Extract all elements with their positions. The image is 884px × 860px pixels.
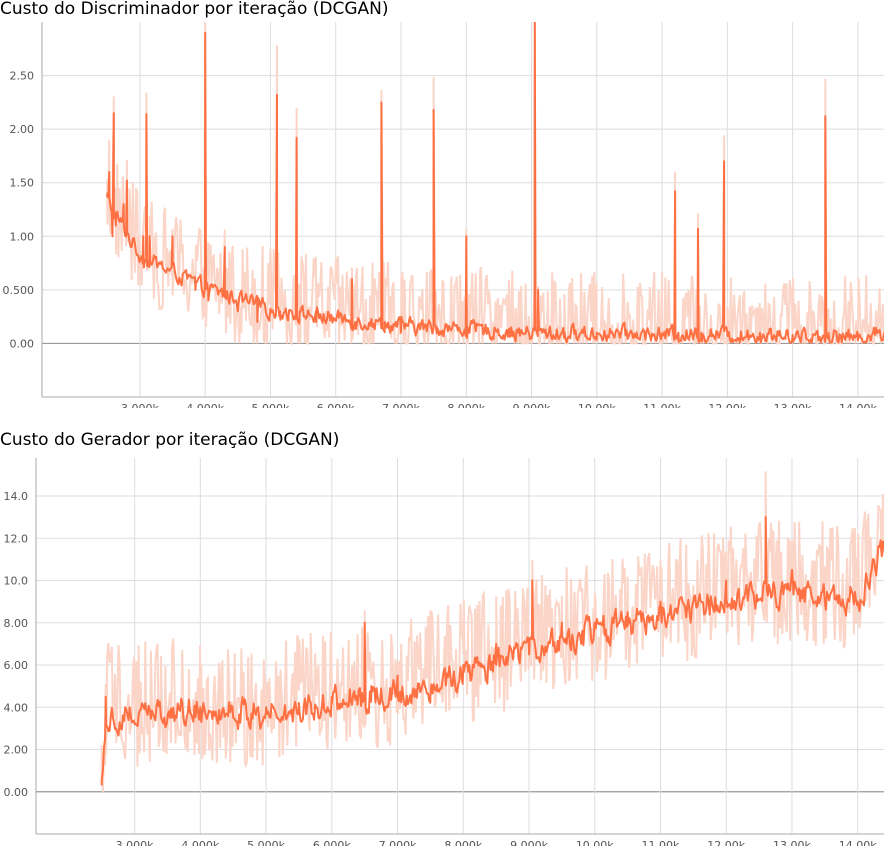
y-tick-label: 14.0	[4, 490, 29, 503]
chart-title-generator: Custo do Gerador por iteração (DCGAN)	[0, 430, 340, 450]
y-tick-label: 4.00	[4, 701, 29, 714]
raw-series-line	[106, 22, 884, 347]
y-tick-label: 6.00	[4, 659, 29, 672]
y-tick-label: 0.500	[3, 284, 35, 297]
x-tick-label: 12.00k	[708, 402, 746, 408]
x-tick-label: 9.000k	[513, 402, 551, 408]
x-tick-label: 11.00k	[643, 402, 681, 408]
y-tick-label: 2.00	[10, 123, 35, 136]
y-tick-label: 1.50	[10, 177, 35, 190]
x-tick-label: 8.000k	[444, 839, 482, 846]
y-tick-label: 2.00	[4, 744, 29, 757]
x-tick-label: 7.000k	[379, 839, 417, 846]
y-tick-label: 1.00	[10, 230, 35, 243]
x-tick-label: 3.000k	[121, 402, 159, 408]
x-tick-label: 7.000k	[382, 402, 420, 408]
x-tick-label: 10.00k	[576, 839, 614, 846]
generator-loss-chart: 0.00 2.00 4.00 6.00 8.00 10.0 12.0 14.0 3.000k 4.…	[4, 458, 884, 846]
y-tick-label: 0.00	[10, 337, 35, 350]
x-tick-label: 13.00k	[774, 402, 812, 408]
smoothed-series-line	[106, 22, 884, 344]
x-tick-label: 10.00k	[578, 402, 616, 408]
x-tick-label: 4.000k	[186, 402, 224, 408]
x-tick-label: 14.00k	[839, 402, 877, 408]
y-tick-label: 0.00	[4, 786, 29, 799]
x-tick-label: 5.000k	[247, 839, 285, 846]
chart-title-discriminator: Custo do Discriminador por iteração (DCG…	[0, 0, 389, 19]
x-tick-label: 14.00k	[839, 839, 877, 846]
smoothed-series-line	[100, 516, 884, 786]
x-tick-label: 12.00k	[707, 839, 745, 846]
y-tick-label: 8.00	[4, 617, 29, 630]
x-tick-label: 4.000k	[181, 839, 219, 846]
x-tick-label: 3.000k	[116, 839, 154, 846]
y-tick-label: 12.0	[4, 532, 29, 545]
y-tick-label: 2.50	[10, 70, 35, 83]
x-tick-label: 9.000k	[510, 839, 548, 846]
x-tick-label: 11.00k	[642, 839, 680, 846]
series-end-marker	[879, 540, 884, 549]
x-tick-label: 13.00k	[773, 839, 811, 846]
x-tick-label: 5.000k	[252, 402, 290, 408]
x-tick-label: 8.000k	[447, 402, 485, 408]
raw-series-line	[100, 471, 884, 792]
x-tick-label: 6.000k	[313, 839, 351, 846]
y-tick-label: 10.0	[4, 575, 29, 588]
discriminator-loss-chart: 0.00 0.500 1.00 1.50 2.00 2.50 3.000k 4.000k 5.0…	[3, 22, 884, 408]
x-tick-label: 6.000k	[317, 402, 355, 408]
